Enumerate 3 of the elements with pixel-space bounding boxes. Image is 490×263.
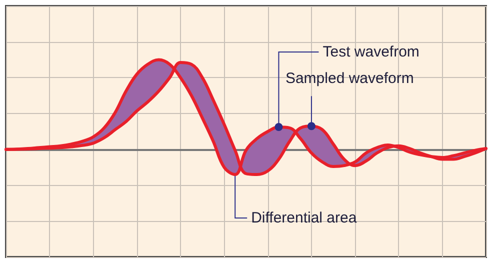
text: Test wavefrom [322,44,420,61]
text: Differential area [251,210,358,226]
text: Sampled waveform [285,70,414,88]
